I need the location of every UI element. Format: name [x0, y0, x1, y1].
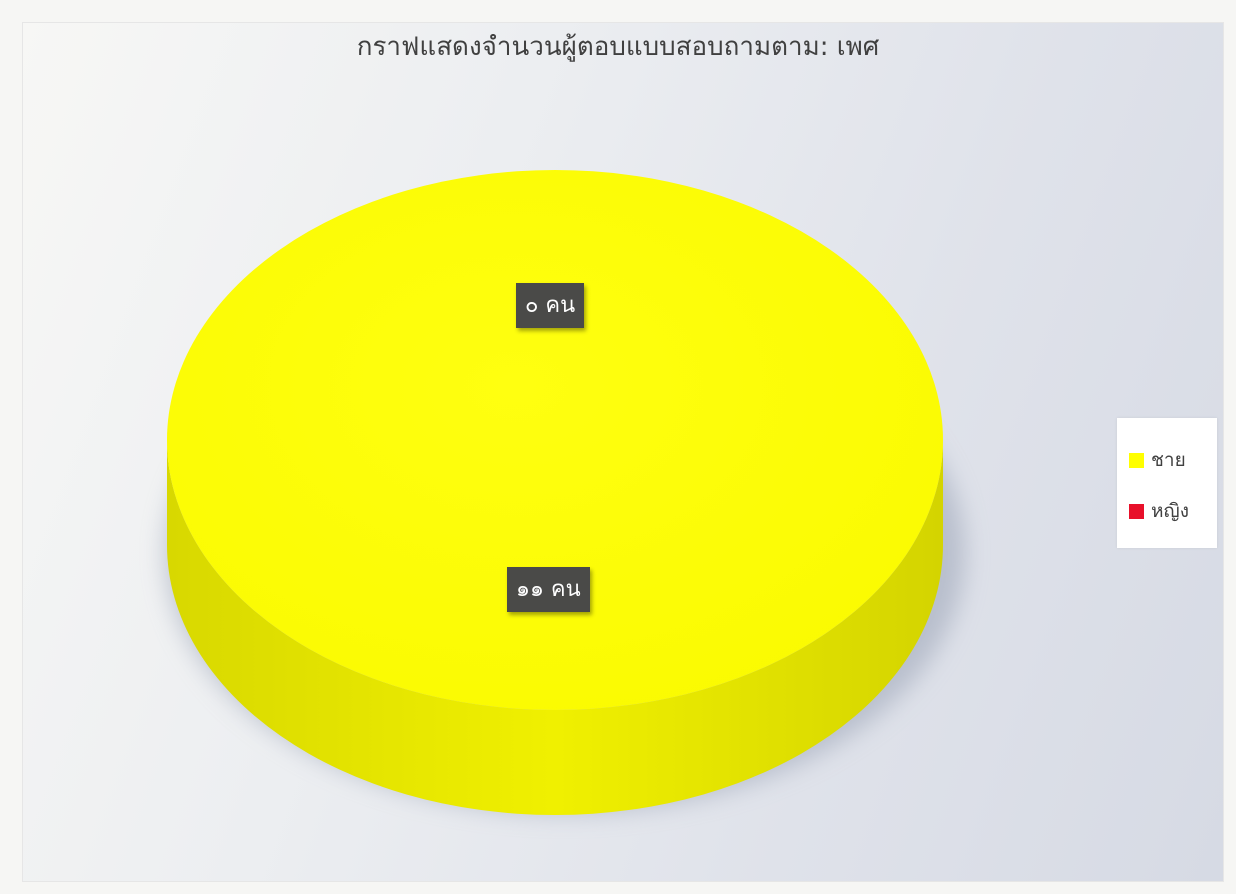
legend-label-female: หญิง [1151, 500, 1189, 522]
legend-swatch-male [1129, 452, 1144, 468]
legend: ชาย หญิง [1117, 418, 1217, 548]
legend-swatch-female [1129, 503, 1144, 519]
pie-slice-male-side [167, 440, 943, 815]
legend-item-female: หญิง [1129, 496, 1189, 526]
chart-title: กราฟแสดงจำนวนผู้ตอบแบบสอบถามตาม: เพศ [356, 32, 880, 62]
pie-slice-male [167, 170, 943, 710]
data-label-male: ๑๑ คน [507, 567, 590, 612]
legend-item-male: ชาย [1129, 445, 1186, 475]
data-label-female: ๐ คน [516, 283, 585, 328]
legend-label-male: ชาย [1151, 449, 1186, 471]
